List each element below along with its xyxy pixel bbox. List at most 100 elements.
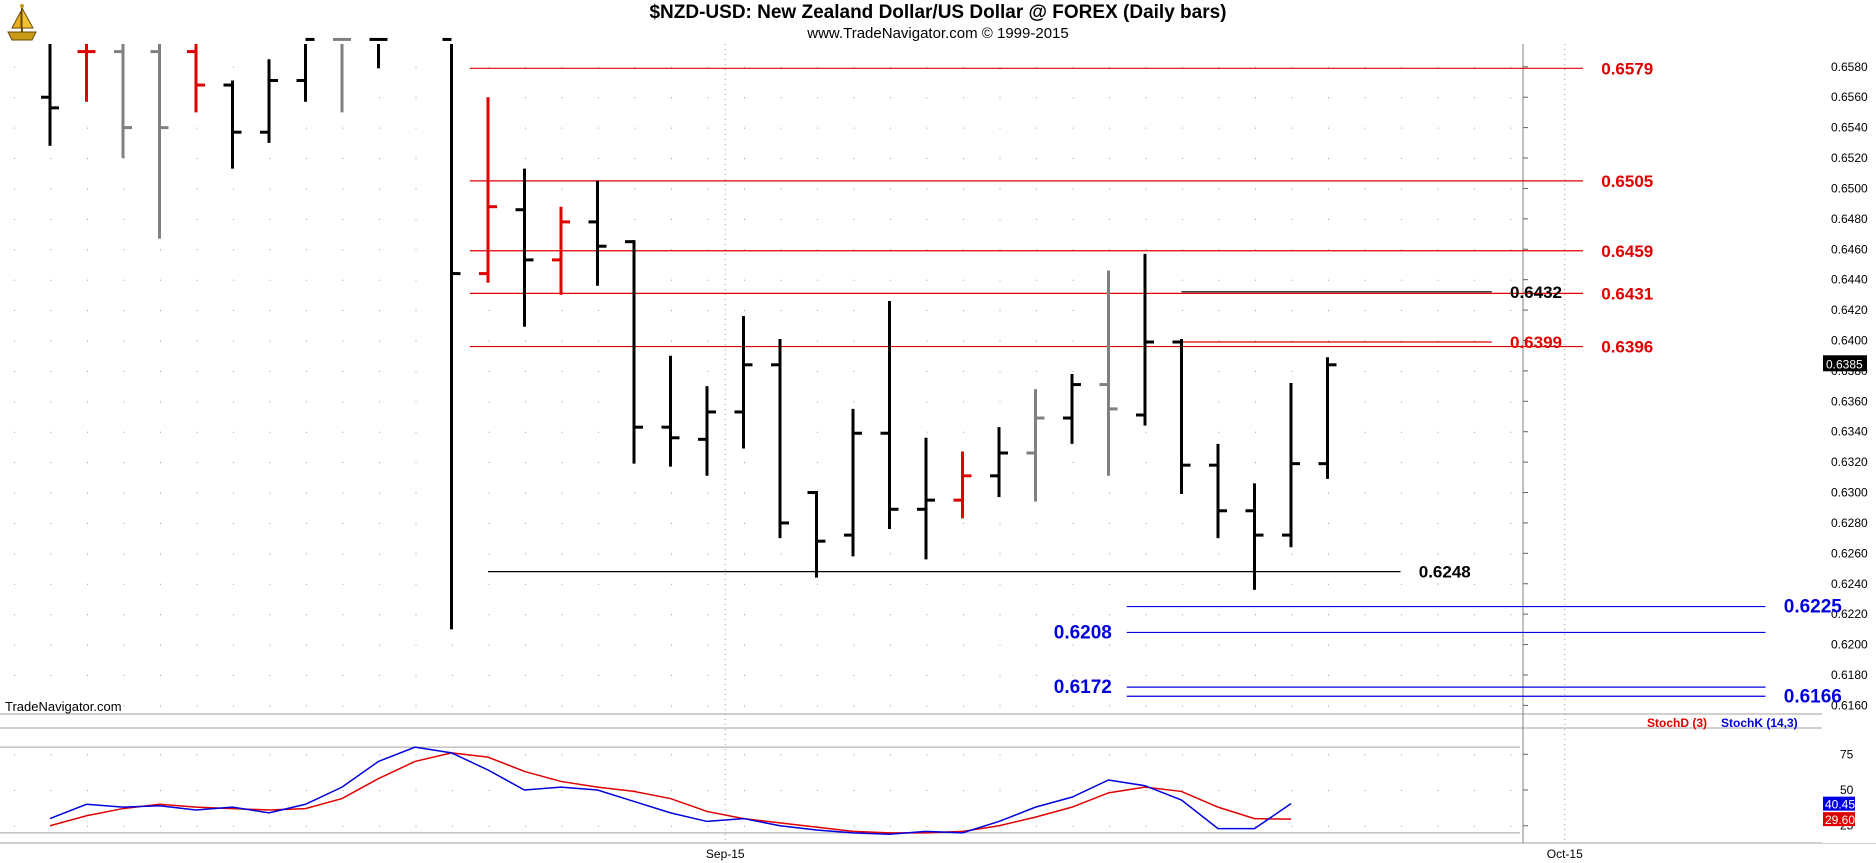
grid-dot — [1036, 188, 1037, 190]
grid-dot — [1291, 553, 1293, 555]
grid-dot — [926, 644, 928, 646]
grid-dot — [415, 340, 417, 342]
grid-dot — [561, 158, 563, 160]
grid-dot — [196, 249, 198, 251]
grid-dot — [1036, 218, 1037, 220]
stoch-tick-label: 75 — [1840, 747, 1854, 761]
grid-dot — [1401, 66, 1402, 68]
grid-dot — [634, 553, 636, 555]
grid-dot — [707, 790, 709, 791]
grid-dot — [1401, 614, 1402, 616]
price-tick-label: 0.6360 — [1831, 394, 1868, 408]
grid-dot — [1036, 310, 1037, 312]
grid-dot — [1437, 218, 1439, 220]
grid-dot — [123, 340, 125, 342]
grid-dot — [160, 553, 161, 555]
grid-dot — [817, 218, 818, 220]
grid-dot — [1328, 492, 1329, 494]
price-tick-label: 0.6540 — [1831, 121, 1868, 135]
grid-dot — [123, 188, 125, 190]
grid-dot — [561, 553, 563, 555]
grid-dot — [123, 790, 125, 791]
grid-dot — [87, 188, 88, 190]
grid-dot — [342, 754, 344, 756]
grid-dot — [160, 705, 161, 707]
grid-dot — [1401, 790, 1402, 791]
grid-dot — [525, 431, 526, 433]
grid-dot — [306, 583, 307, 585]
grid-dot — [1255, 158, 1256, 160]
ohlc-bar — [260, 59, 278, 143]
grid-dot — [1145, 825, 1147, 827]
grid-dot — [1364, 340, 1366, 342]
grid-dot — [1510, 492, 1512, 494]
grid-dot — [744, 97, 745, 99]
grid-dot — [671, 127, 672, 129]
ohlc-bar — [807, 491, 826, 578]
grid-dot — [1036, 279, 1037, 281]
grid-dot — [14, 705, 15, 707]
grid-dot — [233, 310, 234, 312]
level-label: 0.6432 — [1510, 283, 1562, 302]
grid-dot — [1036, 790, 1037, 791]
grid-dot — [744, 583, 745, 585]
grid-dot — [780, 97, 782, 99]
grid-dot — [817, 825, 818, 827]
grid-dot — [1255, 127, 1256, 129]
grid-dot — [50, 340, 52, 342]
grid-dot — [671, 66, 672, 68]
grid-dot — [817, 790, 818, 791]
grid-dot — [780, 790, 782, 791]
grid-dot — [1474, 705, 1475, 707]
plot-background — [0, 44, 1822, 843]
grid-dot — [1255, 97, 1256, 99]
grid-dot — [1291, 705, 1293, 707]
grid-dot — [853, 790, 855, 791]
grid-dot — [1328, 705, 1329, 707]
grid-dot — [87, 462, 88, 464]
grid-dot — [415, 614, 417, 616]
grid-dot — [379, 97, 380, 99]
grid-dot — [999, 188, 1001, 190]
grid-dot — [452, 705, 453, 707]
grid-dot — [926, 158, 928, 160]
grid-dot — [853, 127, 855, 129]
grid-dot — [561, 370, 563, 372]
grid-dot — [160, 279, 161, 281]
grid-dot — [1218, 705, 1220, 707]
grid-dot — [598, 401, 599, 403]
grid-dot — [1218, 754, 1220, 756]
grid-dot — [1145, 674, 1147, 676]
grid-dot — [1109, 127, 1110, 129]
grid-dot — [269, 431, 271, 433]
grid-dot — [1291, 158, 1293, 160]
grid-dot — [1109, 97, 1110, 99]
grid-dot — [1364, 218, 1366, 220]
grid-dot — [196, 370, 198, 372]
grid-dot — [1401, 431, 1402, 433]
grid-dot — [525, 754, 526, 756]
grid-dot — [452, 790, 453, 791]
grid-dot — [1328, 218, 1329, 220]
grid-dot — [306, 674, 307, 676]
grid-dot — [1072, 66, 1074, 68]
grid-dot — [196, 674, 198, 676]
grid-dot — [1510, 188, 1512, 190]
grid-dot — [744, 279, 745, 281]
grid-dot — [817, 583, 818, 585]
grid-dot — [817, 462, 818, 464]
grid-dot — [1036, 644, 1037, 646]
grid-dot — [415, 754, 417, 756]
grid-dot — [1109, 644, 1110, 646]
grid-dot — [196, 790, 198, 791]
grid-dot — [561, 705, 563, 707]
grid-dot — [561, 188, 563, 190]
grid-dot — [87, 401, 88, 403]
grid-dot — [744, 158, 745, 160]
grid-dot — [853, 66, 855, 68]
grid-dot — [817, 644, 818, 646]
grid-dot — [671, 158, 672, 160]
price-tick-label: 0.6500 — [1831, 181, 1868, 195]
grid-dot — [196, 310, 198, 312]
grid-dot — [1474, 825, 1475, 827]
